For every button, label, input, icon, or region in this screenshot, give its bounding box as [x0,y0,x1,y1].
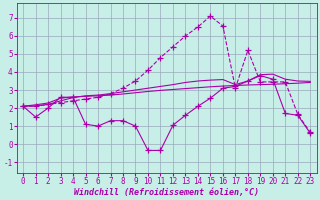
X-axis label: Windchill (Refroidissement éolien,°C): Windchill (Refroidissement éolien,°C) [74,188,259,197]
